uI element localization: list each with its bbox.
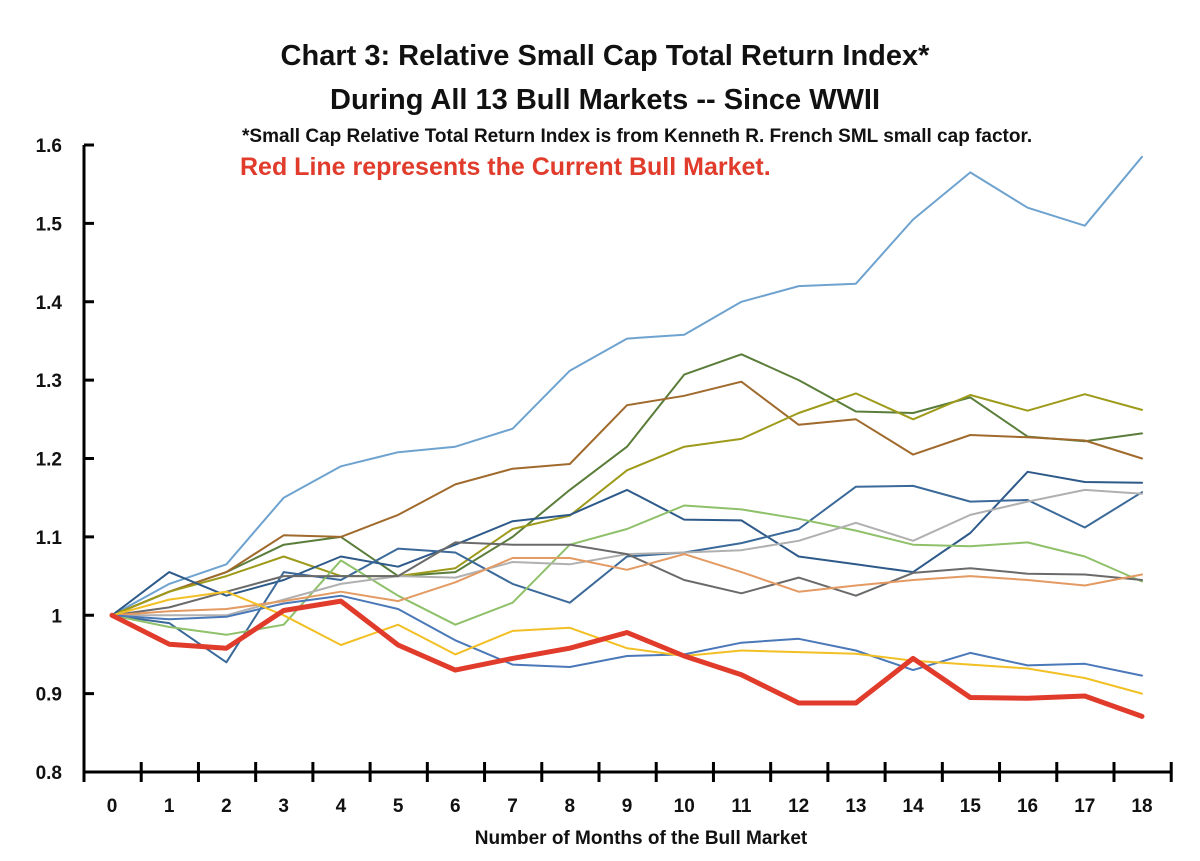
chart-title: Chart 3: Relative Small Cap Total Return… [280, 40, 930, 72]
series-line-1 [111, 155, 1143, 617]
x-tick-label: 18 [1131, 796, 1152, 817]
x-tick-label: 8 [564, 796, 575, 817]
series-line-10 [111, 553, 1143, 617]
x-tick-label: 9 [622, 796, 633, 817]
y-tick-label: 1.3 [36, 371, 62, 392]
series-line-9 [111, 541, 1143, 617]
x-tick-label: 10 [674, 796, 695, 817]
x-tick-label: 3 [278, 796, 289, 817]
series-line-7 [111, 504, 1143, 636]
x-tick-label: 5 [393, 796, 404, 817]
x-tick-label: 6 [450, 796, 461, 817]
x-tick-label: 4 [336, 796, 347, 817]
axes: 0.80.911.11.21.31.41.51.60 1 2 3 4 5 6 7 8 9 10 11 1… [36, 136, 1173, 817]
x-tick-label: 12 [788, 796, 809, 817]
series-line-2 [111, 353, 1143, 617]
y-tick-label: 1.4 [36, 293, 63, 314]
y-tick-label: 1.6 [36, 136, 62, 157]
y-tick-label: 1.5 [36, 214, 63, 235]
series-line-12 [111, 590, 1143, 695]
series-line-6 [111, 484, 1143, 664]
x-tick-label: 13 [845, 796, 866, 817]
series-line-4 [111, 392, 1143, 617]
chart-subtitle: During All 13 Bull Markets -- Since WWII [330, 84, 880, 116]
x-tick-label: 17 [1074, 796, 1095, 817]
x-tick-label: 1 [164, 796, 175, 817]
x-tick-label: 0 [107, 796, 118, 817]
y-tick-label: 1.1 [36, 528, 63, 549]
x-tick-label: 16 [1017, 796, 1038, 817]
y-tick-label: 1 [51, 606, 62, 627]
x-tick-label: 7 [507, 796, 518, 817]
series-line-5 [111, 470, 1143, 617]
x-tick-label: 2 [221, 796, 232, 817]
current-bull-annotation: Red Line represents the Current Bull Mar… [240, 153, 771, 181]
series-line-13 [109, 598, 1145, 719]
series-lines [109, 155, 1145, 719]
y-tick-label: 0.9 [36, 685, 62, 706]
source-note: *Small Cap Relative Total Return Index i… [242, 126, 1033, 147]
x-tick-label: 11 [731, 796, 752, 817]
series-line-11 [111, 594, 1143, 677]
x-tick-label: 15 [960, 796, 982, 817]
series-line-3 [111, 380, 1143, 617]
y-tick-label: 1.2 [36, 450, 62, 471]
x-tick-label: 14 [903, 796, 925, 817]
y-tick-label: 0.8 [36, 763, 62, 784]
x-axis-label: Number of Months of the Bull Market [475, 828, 808, 849]
